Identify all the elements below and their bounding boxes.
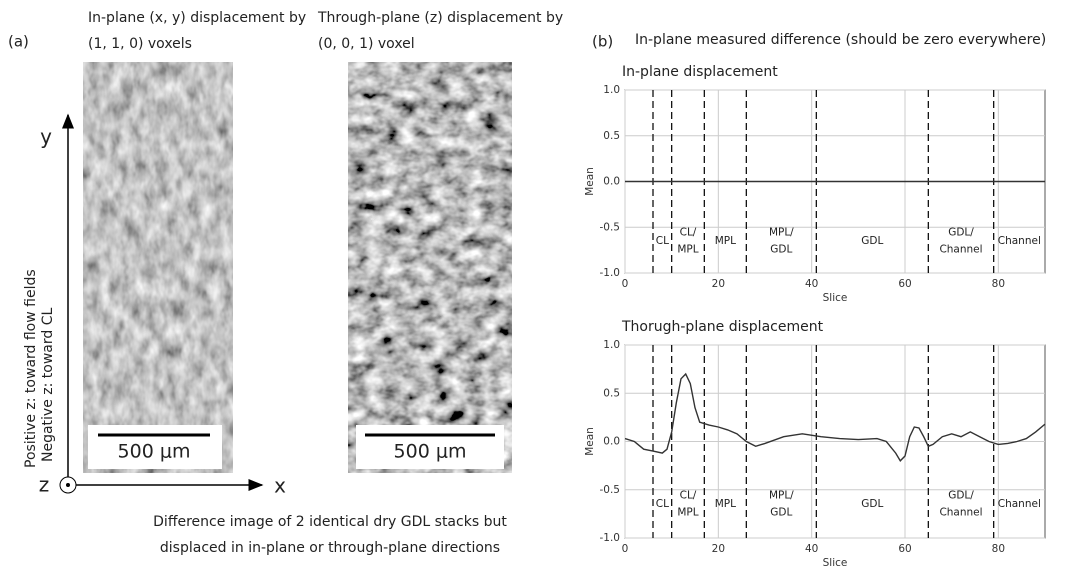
- image-caption: (0, 0, 1) voxel: [318, 36, 415, 52]
- panel-label: (a): [8, 33, 29, 51]
- image-caption: (1, 1, 0) voxels: [88, 36, 192, 52]
- x-tick-label: 40: [805, 543, 818, 555]
- x-tick-label: 80: [992, 278, 1005, 290]
- y-tick-label: 0.0: [603, 176, 620, 188]
- x-tick-label: 80: [992, 543, 1005, 555]
- panel-title: In-plane measured difference (should be …: [635, 32, 1046, 48]
- y-tick-label: 0.5: [603, 387, 620, 399]
- y-tick-label: 0.5: [603, 130, 620, 142]
- x-tick-label: 60: [898, 543, 911, 555]
- scale-bar-label: 500 μm: [118, 441, 191, 463]
- panel-label: (b): [592, 33, 613, 51]
- y-tick-label: 1.0: [603, 339, 620, 351]
- region-label: CL/: [680, 226, 697, 238]
- scale-bar-box: [356, 425, 504, 469]
- figure-caption: Difference image of 2 identical dry GDL …: [153, 514, 507, 530]
- axis-label: x: [274, 474, 286, 498]
- region-label: GDL: [770, 507, 792, 519]
- x-tick-label: 60: [898, 278, 911, 290]
- region-label: Channel: [998, 498, 1041, 510]
- region-label: MPL: [715, 498, 736, 510]
- region-label: Channel: [998, 235, 1041, 247]
- region-label: MPL: [715, 235, 736, 247]
- z-note: Positive z: toward flow fields: [23, 269, 39, 468]
- region-label: CL/: [680, 490, 697, 502]
- region-label: Channel: [939, 243, 982, 255]
- region-label: CL: [656, 235, 669, 247]
- region-label: GDL/: [948, 226, 974, 238]
- region-label: MPL: [677, 507, 698, 519]
- axis-label: z: [39, 473, 50, 497]
- x-tick-label: 40: [805, 278, 818, 290]
- axis-label: y: [40, 125, 52, 149]
- image-caption: In-plane (x, y) displacement by: [88, 10, 306, 26]
- x-axis-label: Slice: [823, 292, 848, 304]
- y-tick-label: -0.5: [600, 221, 621, 233]
- z-note: Negative z: toward CL: [40, 307, 56, 462]
- y-tick-label: -1.0: [600, 532, 621, 544]
- figure-caption: displaced in in-plane or through-plane d…: [160, 540, 500, 556]
- image-caption: Through-plane (z) displacement by: [317, 10, 563, 26]
- x-tick-label: 0: [622, 278, 629, 290]
- chart-title: Thorugh-plane displacement: [621, 319, 824, 335]
- y-tick-label: -0.5: [600, 484, 621, 496]
- difference-image: [348, 62, 512, 473]
- region-label: GDL: [770, 243, 792, 255]
- difference-image: [83, 62, 233, 473]
- x-tick-label: 0: [622, 543, 629, 555]
- region-label: CL: [656, 498, 669, 510]
- region-label: Channel: [939, 507, 982, 519]
- scale-bar-box: [88, 425, 222, 469]
- y-axis-label: Mean: [584, 167, 596, 196]
- y-tick-label: 0.0: [603, 436, 620, 448]
- region-label: MPL: [677, 243, 698, 255]
- region-label: MPL/: [769, 226, 794, 238]
- x-tick-label: 20: [712, 278, 725, 290]
- region-label: MPL/: [769, 490, 794, 502]
- x-axis-label: Slice: [823, 557, 848, 569]
- region-label: GDL: [861, 235, 883, 247]
- region-label: GDL: [861, 498, 883, 510]
- y-axis-label: Mean: [584, 427, 596, 456]
- scale-bar-label: 500 μm: [394, 441, 467, 463]
- chart-title: In-plane displacement: [622, 64, 778, 80]
- y-tick-label: 1.0: [603, 84, 620, 96]
- region-label: GDL/: [948, 490, 974, 502]
- data-line: [624, 372, 1046, 462]
- x-tick-label: 20: [712, 543, 725, 555]
- z-axis-dot: [66, 483, 70, 487]
- y-tick-label: -1.0: [600, 267, 621, 279]
